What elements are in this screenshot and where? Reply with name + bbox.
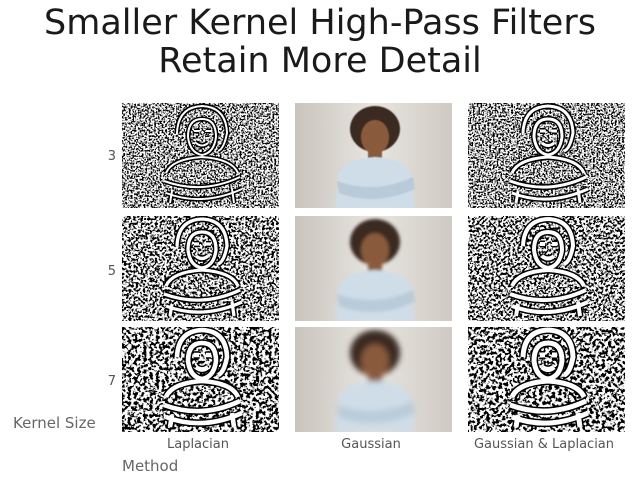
panel-image (468, 327, 625, 432)
panel-image (295, 327, 452, 432)
panel-laplacian-k7 (122, 327, 279, 432)
panel-image (295, 103, 452, 208)
panel-image (295, 216, 452, 321)
panel-gaussian-laplacian-k5 (468, 216, 625, 321)
row-label-3: 3 (107, 149, 116, 164)
panel-gaussian-k7 (295, 327, 452, 432)
panel-image (122, 103, 279, 208)
panel-image (122, 216, 279, 321)
panel-gaussian-k5 (295, 216, 452, 321)
panel-laplacian-k5 (122, 216, 279, 321)
column-label-laplacian: Laplacian (166, 437, 229, 452)
panel-laplacian-k3 (122, 103, 279, 208)
panel-gaussian-k3 (295, 103, 452, 208)
panel-gaussian-laplacian-k3 (468, 103, 625, 208)
panel-image (468, 103, 625, 208)
column-label-gaussian-laplacian: Gaussian & Laplacian (473, 437, 615, 452)
y-axis-title: Kernel Size (13, 414, 96, 432)
chart-title-line-1: Smaller Kernel High-Pass Filters (44, 3, 596, 43)
panel-gaussian-laplacian-k7 (468, 327, 625, 432)
column-label-gaussian: Gaussian (341, 437, 401, 452)
panel-image (468, 216, 625, 321)
chart-title: Smaller Kernel High-Pass Filters Retain … (0, 4, 640, 80)
chart-title-line-2: Retain More Detail (158, 41, 482, 81)
row-label-5: 5 (107, 264, 116, 279)
panel-image (122, 327, 279, 432)
row-label-7: 7 (107, 374, 116, 389)
x-axis-title: Method (122, 457, 179, 475)
